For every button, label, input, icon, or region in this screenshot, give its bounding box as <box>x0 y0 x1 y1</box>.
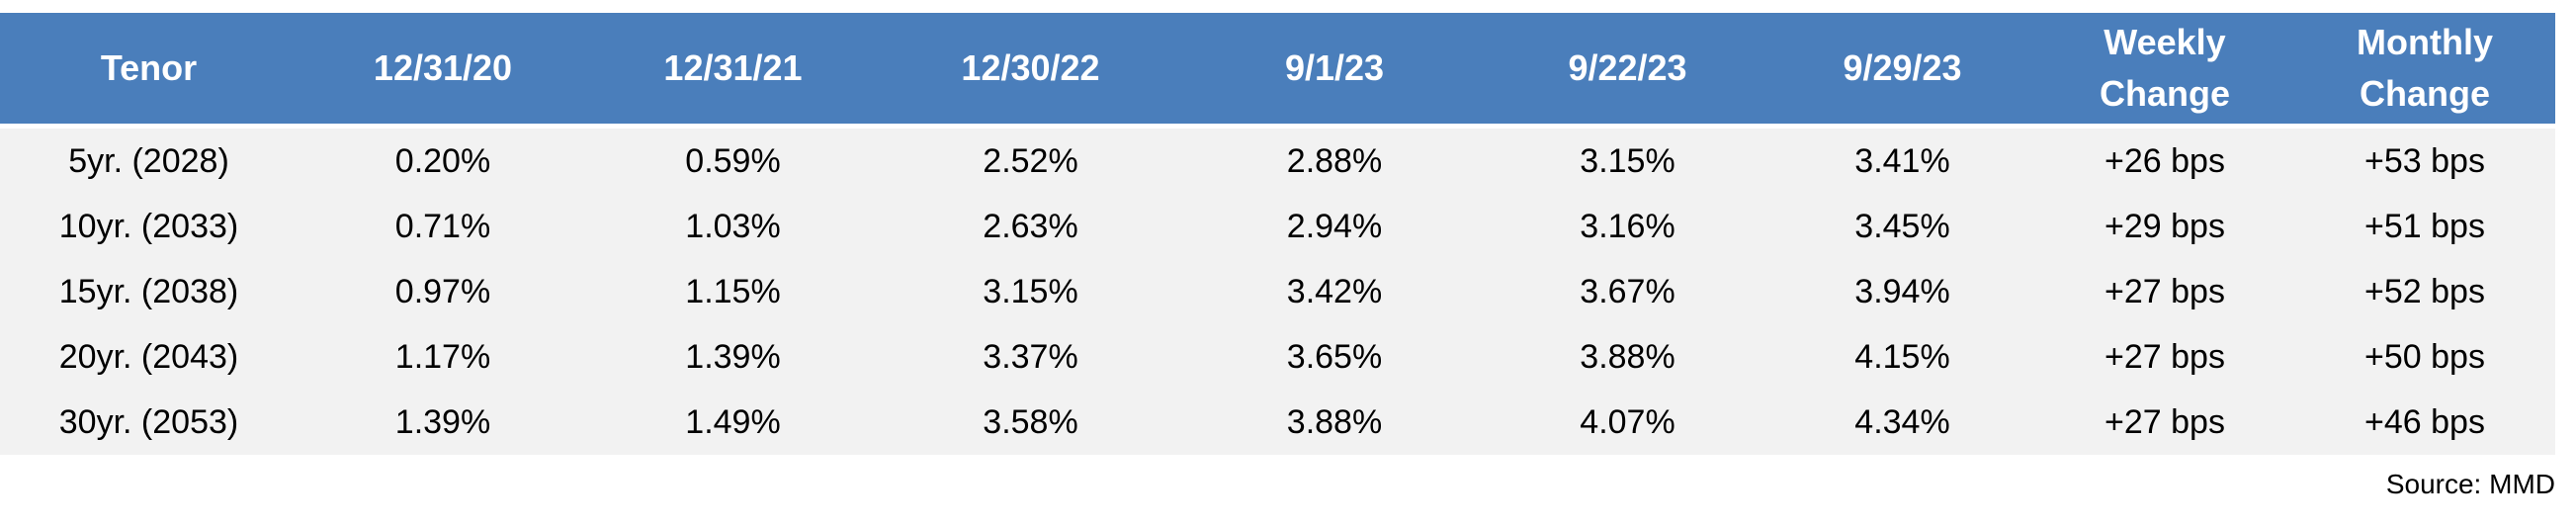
table-container: Tenor 12/31/20 12/31/21 12/30/22 9/1/23 9/22/… <box>0 13 2555 455</box>
header-cell: 9/1/23 <box>1183 13 1486 124</box>
tenor-cell: 5yr. (2028) <box>0 129 298 194</box>
value-cell: 3.65% <box>1183 324 1486 390</box>
value-cell: +52 bps <box>2294 259 2555 324</box>
value-cell: 3.67% <box>1486 259 1769 324</box>
value-cell: +29 bps <box>2035 194 2294 259</box>
header-cell: 12/31/21 <box>588 13 878 124</box>
value-cell: 4.34% <box>1769 390 2035 455</box>
header-text: Weekly Change <box>2099 22 2230 114</box>
value-cell: 3.58% <box>878 390 1183 455</box>
value-cell: 3.16% <box>1486 194 1769 259</box>
value-cell: +27 bps <box>2035 390 2294 455</box>
value-cell: 3.15% <box>878 259 1183 324</box>
value-cell: +26 bps <box>2035 129 2294 194</box>
value-cell: 2.88% <box>1183 129 1486 194</box>
value-cell: 1.39% <box>298 390 588 455</box>
header-cell: 12/31/20 <box>298 13 588 124</box>
data-row: 10yr. (2033) 0.71% 1.03% 2.63% 2.94% 3.16% 3.4… <box>0 194 2555 259</box>
header-cell: 9/22/23 <box>1486 13 1769 124</box>
header-cell: Weekly Change <box>2035 13 2294 124</box>
value-cell: 1.49% <box>588 390 878 455</box>
header-text: 9/29/23 <box>1843 47 1962 88</box>
header-cell: 12/30/22 <box>878 13 1183 124</box>
tenor-cell: 10yr. (2033) <box>0 194 298 259</box>
data-row: 20yr. (2043) 1.17% 1.39% 3.37% 3.65% 3.88% 4.1… <box>0 324 2555 390</box>
tenor-cell: 20yr. (2043) <box>0 324 298 390</box>
value-cell: 3.37% <box>878 324 1183 390</box>
value-cell: +53 bps <box>2294 129 2555 194</box>
value-cell: 2.52% <box>878 129 1183 194</box>
value-cell: 3.42% <box>1183 259 1486 324</box>
value-cell: 3.94% <box>1769 259 2035 324</box>
header-text: 9/22/23 <box>1568 47 1687 88</box>
value-cell: 3.88% <box>1183 390 1486 455</box>
value-cell: 1.39% <box>588 324 878 390</box>
spacer-cell <box>0 124 2555 129</box>
source-note: Source: MMD <box>2385 469 2555 499</box>
header-cell: 9/29/23 <box>1769 13 2035 124</box>
value-cell: 1.17% <box>298 324 588 390</box>
header-cell: Monthly Change <box>2294 13 2555 124</box>
data-row: 15yr. (2038) 0.97% 1.15% 3.15% 3.42% 3.67% 3.9… <box>0 259 2555 324</box>
header-text: 12/30/22 <box>961 47 1100 88</box>
value-cell: 2.63% <box>878 194 1183 259</box>
header-text: 9/1/23 <box>1284 47 1385 88</box>
data-row: 5yr. (2028) 0.20% 0.59% 2.52% 2.88% 3.15% 3.41… <box>0 129 2555 194</box>
header-text: 12/31/20 <box>373 47 513 88</box>
data-row: 30yr. (2053) 1.39% 1.49% 3.58% 3.88% 4.07% 4.3… <box>0 390 2555 455</box>
tenor-cell: 15yr. (2038) <box>0 259 298 324</box>
value-cell: 1.03% <box>588 194 878 259</box>
value-cell: +27 bps <box>2035 259 2294 324</box>
value-cell: 3.45% <box>1769 194 2035 259</box>
spacer-row <box>0 124 2555 129</box>
yield-table: Tenor 12/31/20 12/31/21 12/30/22 9/1/23 9/22/… <box>0 13 2555 455</box>
header-text: Tenor <box>100 47 198 88</box>
value-cell: 0.20% <box>298 129 588 194</box>
tenor-cell: 30yr. (2053) <box>0 390 298 455</box>
value-cell: 0.97% <box>298 259 588 324</box>
header-cell: Tenor <box>0 13 298 124</box>
value-cell: 3.88% <box>1486 324 1769 390</box>
value-cell: 0.71% <box>298 194 588 259</box>
value-cell: +51 bps <box>2294 194 2555 259</box>
value-cell: 2.94% <box>1183 194 1486 259</box>
header-row: Tenor 12/31/20 12/31/21 12/30/22 9/1/23 9/22/… <box>0 13 2555 124</box>
value-cell: +50 bps <box>2294 324 2555 390</box>
value-cell: 1.15% <box>588 259 878 324</box>
value-cell: 0.59% <box>588 129 878 194</box>
header-text: 12/31/21 <box>663 47 803 88</box>
value-cell: 3.41% <box>1769 129 2035 194</box>
header-text: Monthly Change <box>2357 22 2493 114</box>
value-cell: 3.15% <box>1486 129 1769 194</box>
value-cell: +27 bps <box>2035 324 2294 390</box>
value-cell: 4.15% <box>1769 324 2035 390</box>
value-cell: 4.07% <box>1486 390 1769 455</box>
value-cell: +46 bps <box>2294 390 2555 455</box>
